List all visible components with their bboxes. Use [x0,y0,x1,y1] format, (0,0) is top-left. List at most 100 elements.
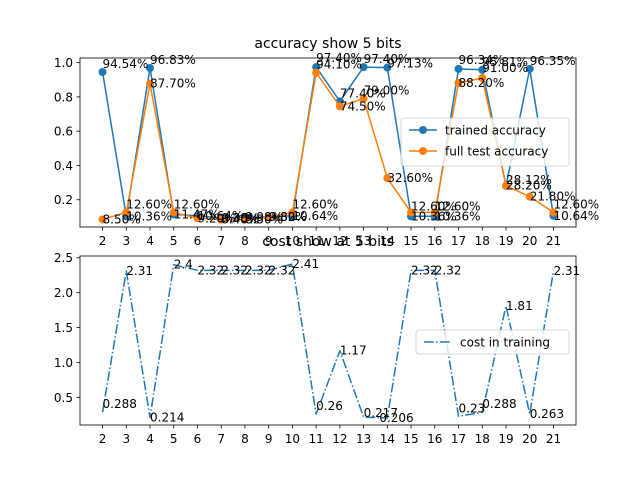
accuracy-axes: accuracy show 5 bits 0.2 0.4 0.6 0.8 1.0 2 3 4 5 6… [54,36,599,248]
data-point [359,63,368,72]
data-label: 2.32 [435,263,462,277]
data-label: 94.54% [103,57,149,71]
x-tick-label: 9 [265,432,273,446]
data-label: 8.40% [221,213,259,227]
x-tick-label: 2 [99,234,107,248]
x-tick-label: 13 [356,234,371,248]
data-label: 88.20% [459,76,505,90]
x-tick-label: 19 [498,234,513,248]
data-point [240,215,249,224]
data-label: 8.50% [245,212,283,226]
data-point [312,68,321,77]
x-tick-label: 18 [475,432,490,446]
x-tick-label: 11 [308,234,323,248]
data-point [193,214,202,223]
data-point [501,181,510,190]
data-point [264,213,273,222]
data-point [383,174,392,183]
x-tick-label: 10 [285,432,300,446]
x-tick-label: 10 [285,234,300,248]
x-tick-label: 5 [170,432,178,446]
chart-title: accuracy show 5 bits [254,36,401,52]
data-label: 10.36% [435,209,481,223]
x-tick-label: 20 [522,234,537,248]
data-label: 96.34% [459,53,505,67]
data-point [525,192,534,201]
x-tick-label: 14 [380,234,395,248]
legend-label: trained accuracy [445,124,546,138]
x-tick-label: 21 [546,234,561,248]
data-label: 10.36% [126,209,172,223]
x-tick-label: 16 [427,432,442,446]
data-label: 74.50% [340,99,386,113]
x-tick-label: 7 [217,234,225,248]
data-label: 97.40% [364,52,410,66]
data-point [549,208,558,217]
data-label: 0.23 [459,401,486,415]
legend-box [400,117,570,167]
x-tick-label: 3 [122,234,130,248]
x-tick-label: 21 [546,432,561,446]
x-tick-label: 20 [522,432,537,446]
data-label: 97.13% [387,57,433,71]
x-tick-label: 8 [241,234,249,248]
data-label: 32.60% [387,171,433,185]
data-label: 0.26 [316,399,343,413]
x-tick-label: 19 [498,432,513,446]
x-tick-label: 15 [403,432,418,446]
legend-label: cost in training [460,336,550,350]
data-label: 2.32 [197,263,224,277]
data-label: 2.32 [411,263,438,277]
y-tick-label: 0.6 [54,125,73,139]
data-label: 28.20% [506,179,552,193]
data-point [525,64,534,73]
data-label: 77.40% [340,86,386,100]
axes-frame [79,255,577,426]
legend-marker [419,126,427,134]
data-label: 12.60% [174,197,220,211]
data-point [98,215,107,224]
data-label: 2.31 [126,264,153,278]
y-tick-label: 0.2 [54,193,73,207]
data-label: 94.10% [316,58,362,72]
y-tick-label: 1.5 [54,321,73,335]
data-point [288,208,297,217]
data-label: 21.80% [530,190,576,204]
x-tick-label: 8 [241,432,249,446]
x-tick-label: 2 [99,432,107,446]
data-point [407,208,416,217]
data-label: 2.41 [292,257,319,271]
data-label: 0.288 [482,397,516,411]
data-point [430,208,439,217]
data-point [383,63,392,72]
data-label: 0.263 [530,407,564,421]
y-tick-label: 0.4 [54,159,73,173]
x-tick-label: 4 [146,234,154,248]
x-tick-label: 15 [403,234,418,248]
x-tick-label: 6 [194,432,202,446]
data-label: 9.38% [221,211,259,225]
data-label: 12.60% [126,197,172,211]
chart-title: cost show at 5 bits [262,234,394,250]
data-point [359,94,368,103]
data-label: 9.82% [269,210,307,224]
data-label: 1.17 [340,344,367,358]
data-label: 10.36% [411,209,457,223]
axes-frame [79,57,577,228]
y-tick-label: 0.8 [54,90,73,104]
data-label: 10.64% [197,209,243,223]
x-tick-label: 4 [146,432,154,446]
data-label: 10.64% [292,209,338,223]
data-point [478,74,487,83]
cost-axes: cost show at 5 bits 0.5 1.0 1.5 2.0 2.5 2 3 4 5 6 7… [54,234,580,446]
x-tick-label: 16 [427,234,442,248]
x-tick-label: 14 [380,432,395,446]
x-tick-label: 6 [194,234,202,248]
data-point [454,64,463,73]
x-tick-label: 7 [217,432,225,446]
data-point [146,64,155,73]
data-label: 12.60% [435,199,481,213]
legend-box [415,329,570,355]
